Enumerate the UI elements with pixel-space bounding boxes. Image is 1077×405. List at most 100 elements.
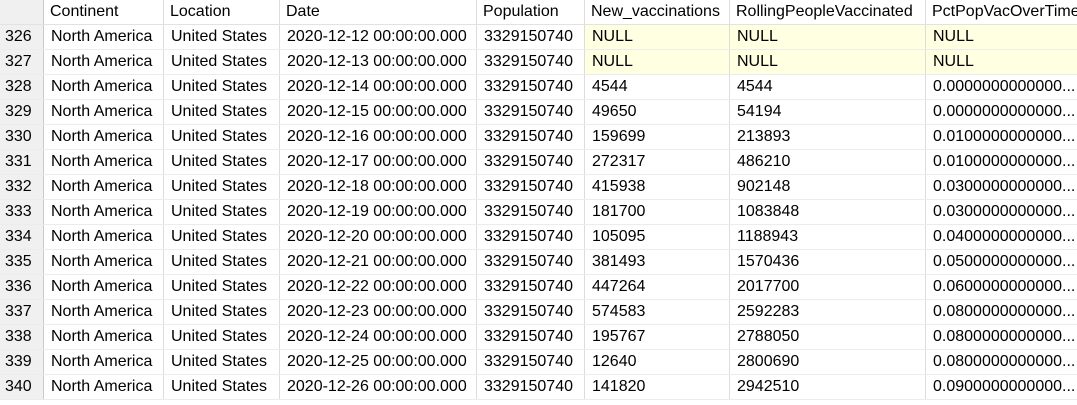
cell-rolling-people-vaccinated[interactable]: 1188943 bbox=[730, 225, 926, 249]
cell-continent[interactable]: North America bbox=[44, 175, 164, 199]
row-number[interactable]: 340 bbox=[0, 375, 44, 399]
cell-location[interactable]: United States bbox=[164, 300, 280, 324]
cell-rolling-people-vaccinated[interactable]: NULL bbox=[730, 50, 926, 74]
column-header-location[interactable]: Location bbox=[164, 0, 280, 24]
row-number[interactable]: 333 bbox=[0, 200, 44, 224]
cell-rolling-people-vaccinated[interactable]: 2017700 bbox=[730, 275, 926, 299]
cell-date[interactable]: 2020-12-17 00:00:00.000 bbox=[280, 150, 477, 174]
column-header-continent[interactable]: Continent bbox=[44, 0, 164, 24]
row-number[interactable]: 335 bbox=[0, 250, 44, 274]
cell-location[interactable]: United States bbox=[164, 275, 280, 299]
cell-location[interactable]: United States bbox=[164, 350, 280, 374]
table-row[interactable]: 336 North America United States 2020-12-22 … bbox=[0, 275, 1077, 300]
cell-population[interactable]: 3329150740 bbox=[477, 250, 585, 274]
table-row[interactable]: 340 North America United States 2020-12-26 … bbox=[0, 375, 1077, 400]
cell-new-vaccinations[interactable]: 141820 bbox=[585, 375, 730, 399]
cell-new-vaccinations[interactable]: 272317 bbox=[585, 150, 730, 174]
cell-population[interactable]: 3329150740 bbox=[477, 125, 585, 149]
cell-population[interactable]: 3329150740 bbox=[477, 200, 585, 224]
row-number[interactable]: 328 bbox=[0, 75, 44, 99]
row-number[interactable]: 327 bbox=[0, 50, 44, 74]
cell-rolling-people-vaccinated[interactable]: 902148 bbox=[730, 175, 926, 199]
row-number-header[interactable] bbox=[0, 0, 44, 24]
cell-new-vaccinations[interactable]: 105095 bbox=[585, 225, 730, 249]
cell-new-vaccinations[interactable]: 195767 bbox=[585, 325, 730, 349]
cell-rolling-people-vaccinated[interactable]: 1083848 bbox=[730, 200, 926, 224]
column-header-pct-pop-vac-over-time[interactable]: PctPopVacOverTime bbox=[932, 3, 1077, 20]
cell-continent[interactable]: North America bbox=[44, 325, 164, 349]
cell-date[interactable]: 2020-12-15 00:00:00.000 bbox=[280, 100, 477, 124]
row-number[interactable]: 337 bbox=[0, 300, 44, 324]
cell-rolling-people-vaccinated[interactable]: 2800690 bbox=[730, 350, 926, 374]
cell-continent[interactable]: North America bbox=[44, 275, 164, 299]
cell-continent[interactable]: North America bbox=[44, 50, 164, 74]
cell-population[interactable]: 3329150740 bbox=[477, 350, 585, 374]
cell-population[interactable]: 3329150740 bbox=[477, 300, 585, 324]
cell-pct-pop-vac-over-time[interactable]: 0.0500000000000... bbox=[933, 253, 1076, 270]
row-number[interactable]: 326 bbox=[0, 25, 44, 49]
cell-rolling-people-vaccinated[interactable]: 2592283 bbox=[730, 300, 926, 324]
table-row[interactable]: 326 North America United States 2020-12-12 … bbox=[0, 25, 1077, 50]
cell-continent[interactable]: North America bbox=[44, 250, 164, 274]
row-number[interactable]: 331 bbox=[0, 150, 44, 174]
cell-location[interactable]: United States bbox=[164, 125, 280, 149]
cell-rolling-people-vaccinated[interactable]: 1570436 bbox=[730, 250, 926, 274]
cell-new-vaccinations[interactable]: 159699 bbox=[585, 125, 730, 149]
cell-date[interactable]: 2020-12-22 00:00:00.000 bbox=[280, 275, 477, 299]
cell-date[interactable]: 2020-12-16 00:00:00.000 bbox=[280, 125, 477, 149]
cell-pct-pop-vac-over-time[interactable]: 0.0100000000000... bbox=[933, 128, 1076, 145]
table-row[interactable]: 337 North America United States 2020-12-23 … bbox=[0, 300, 1077, 325]
cell-pct-pop-vac-over-time[interactable]: NULL bbox=[926, 50, 1077, 74]
cell-population[interactable]: 3329150740 bbox=[477, 275, 585, 299]
cell-pct-pop-vac-over-time[interactable]: 0.0800000000000... bbox=[933, 353, 1076, 370]
cell-population[interactable]: 3329150740 bbox=[477, 75, 585, 99]
column-header-rolling-people-vaccinated[interactable]: RollingPeopleVaccinated bbox=[730, 0, 926, 24]
cell-location[interactable]: United States bbox=[164, 75, 280, 99]
row-number[interactable]: 329 bbox=[0, 100, 44, 124]
cell-new-vaccinations[interactable]: 181700 bbox=[585, 200, 730, 224]
table-row[interactable]: 329 North America United States 2020-12-15 … bbox=[0, 100, 1077, 125]
row-number[interactable]: 338 bbox=[0, 325, 44, 349]
cell-date[interactable]: 2020-12-25 00:00:00.000 bbox=[280, 350, 477, 374]
cell-population[interactable]: 3329150740 bbox=[477, 375, 585, 399]
cell-date[interactable]: 2020-12-23 00:00:00.000 bbox=[280, 300, 477, 324]
cell-pct-pop-vac-over-time[interactable]: 0.0300000000000... bbox=[933, 178, 1076, 195]
cell-continent[interactable]: North America bbox=[44, 150, 164, 174]
cell-continent[interactable]: North America bbox=[44, 25, 164, 49]
cell-new-vaccinations[interactable]: 447264 bbox=[585, 275, 730, 299]
cell-location[interactable]: United States bbox=[164, 50, 280, 74]
cell-date[interactable]: 2020-12-18 00:00:00.000 bbox=[280, 175, 477, 199]
cell-pct-pop-vac-over-time[interactable]: 0.0100000000000... bbox=[933, 153, 1076, 170]
cell-pct-pop-vac-over-time[interactable]: 0.0000000000000... bbox=[933, 78, 1076, 95]
cell-new-vaccinations[interactable]: 415938 bbox=[585, 175, 730, 199]
cell-pct-pop-vac-over-time[interactable]: 0.0000000000000... bbox=[933, 103, 1076, 120]
cell-population[interactable]: 3329150740 bbox=[477, 225, 585, 249]
table-row[interactable]: 327 North America United States 2020-12-13 … bbox=[0, 50, 1077, 75]
cell-continent[interactable]: North America bbox=[44, 375, 164, 399]
cell-rolling-people-vaccinated[interactable]: 54194 bbox=[730, 100, 926, 124]
cell-rolling-people-vaccinated[interactable]: 4544 bbox=[730, 75, 926, 99]
cell-date[interactable]: 2020-12-19 00:00:00.000 bbox=[280, 200, 477, 224]
cell-continent[interactable]: North America bbox=[44, 125, 164, 149]
cell-date[interactable]: 2020-12-13 00:00:00.000 bbox=[280, 50, 477, 74]
cell-new-vaccinations[interactable]: NULL bbox=[585, 25, 730, 49]
cell-population[interactable]: 3329150740 bbox=[477, 150, 585, 174]
table-row[interactable]: 331 North America United States 2020-12-17 … bbox=[0, 150, 1077, 175]
column-header-date[interactable]: Date bbox=[280, 0, 477, 24]
cell-population[interactable]: 3329150740 bbox=[477, 325, 585, 349]
cell-pct-pop-vac-over-time[interactable]: 0.0300000000000... bbox=[933, 203, 1076, 220]
cell-rolling-people-vaccinated[interactable]: NULL bbox=[730, 25, 926, 49]
cell-continent[interactable]: North America bbox=[44, 200, 164, 224]
cell-location[interactable]: United States bbox=[164, 375, 280, 399]
cell-date[interactable]: 2020-12-12 00:00:00.000 bbox=[280, 25, 477, 49]
cell-pct-pop-vac-over-time[interactable]: 0.0400000000000... bbox=[933, 228, 1076, 245]
table-row[interactable]: 330 North America United States 2020-12-16 … bbox=[0, 125, 1077, 150]
cell-new-vaccinations[interactable]: 574583 bbox=[585, 300, 730, 324]
cell-continent[interactable]: North America bbox=[44, 225, 164, 249]
row-number[interactable]: 334 bbox=[0, 225, 44, 249]
table-row[interactable]: 332 North America United States 2020-12-18 … bbox=[0, 175, 1077, 200]
table-row[interactable]: 328 North America United States 2020-12-14 … bbox=[0, 75, 1077, 100]
cell-continent[interactable]: North America bbox=[44, 100, 164, 124]
cell-location[interactable]: United States bbox=[164, 150, 280, 174]
